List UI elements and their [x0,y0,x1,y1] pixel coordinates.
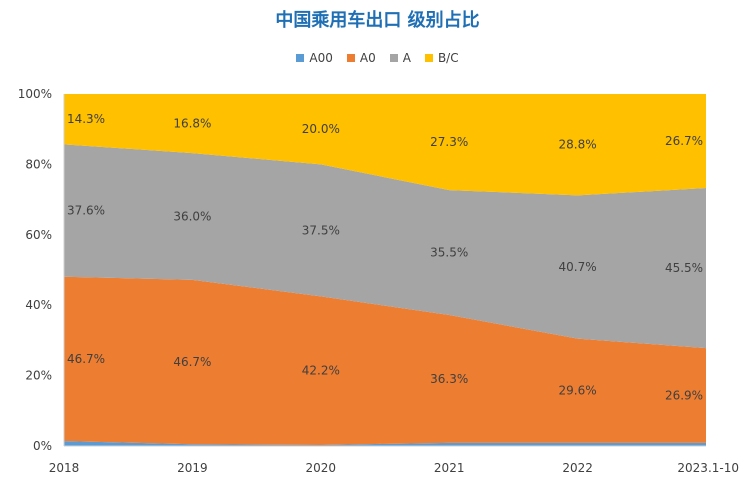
legend-item-a: A [389,51,411,65]
y-tick-label: 80% [25,157,52,171]
legend-swatch [424,54,433,62]
y-tick-label: 40% [25,298,52,312]
area-series-a00 [64,441,706,446]
data-label-a: 35.5% [430,246,468,260]
y-tick-label: 0% [33,439,52,453]
data-label-a: 36.0% [173,209,211,223]
legend-swatch [389,54,398,62]
legend-item-a00: A00 [296,51,333,65]
data-label-a0: 46.7% [173,355,211,369]
data-label-a: 45.5% [665,261,703,275]
data-label-a0: 42.2% [302,364,340,378]
data-label-a: 40.7% [559,260,597,274]
legend: A00 A0 A B/C [0,51,755,65]
data-label-a: 37.5% [302,223,340,237]
data-label-a0: 29.6% [559,384,597,398]
data-label-bc: 16.8% [173,117,211,131]
legend-item-a0: A0 [346,51,376,65]
data-label-bc: 26.7% [665,134,703,148]
legend-label: A00 [309,51,333,65]
legend-item-bc: B/C [424,51,459,65]
area-series-a0 [64,276,706,445]
data-label-bc: 20.0% [302,122,340,136]
x-tick-label: 2020 [306,461,337,475]
data-label-a0: 46.7% [67,352,105,366]
area-series-bc [64,94,706,196]
data-label-bc: 14.3% [67,112,105,126]
chart-title: 中国乘用车出口 级别占比 [275,10,480,31]
x-tick-label: 2019 [177,461,208,475]
data-label-bc: 27.3% [430,135,468,149]
x-tick-label: 2018 [49,461,80,475]
x-tick-label: 2021 [434,461,465,475]
area-series-a [64,144,706,349]
data-label-a0: 36.3% [430,372,468,386]
data-label-a: 37.6% [67,204,105,218]
x-tick-label: 2023.1-10 [677,461,739,475]
y-tick-label: 20% [25,369,52,383]
legend-label: A0 [359,51,376,65]
y-tick-label: 60% [25,228,52,242]
legend-label: A [402,51,411,65]
legend-swatch [296,54,305,62]
x-tick-label: 2022 [562,461,593,475]
legend-label: B/C [437,51,459,65]
y-tick-label: 100% [18,87,52,101]
legend-swatch [346,54,355,62]
data-label-a0: 26.9% [665,388,703,402]
data-label-bc: 28.8% [559,138,597,152]
